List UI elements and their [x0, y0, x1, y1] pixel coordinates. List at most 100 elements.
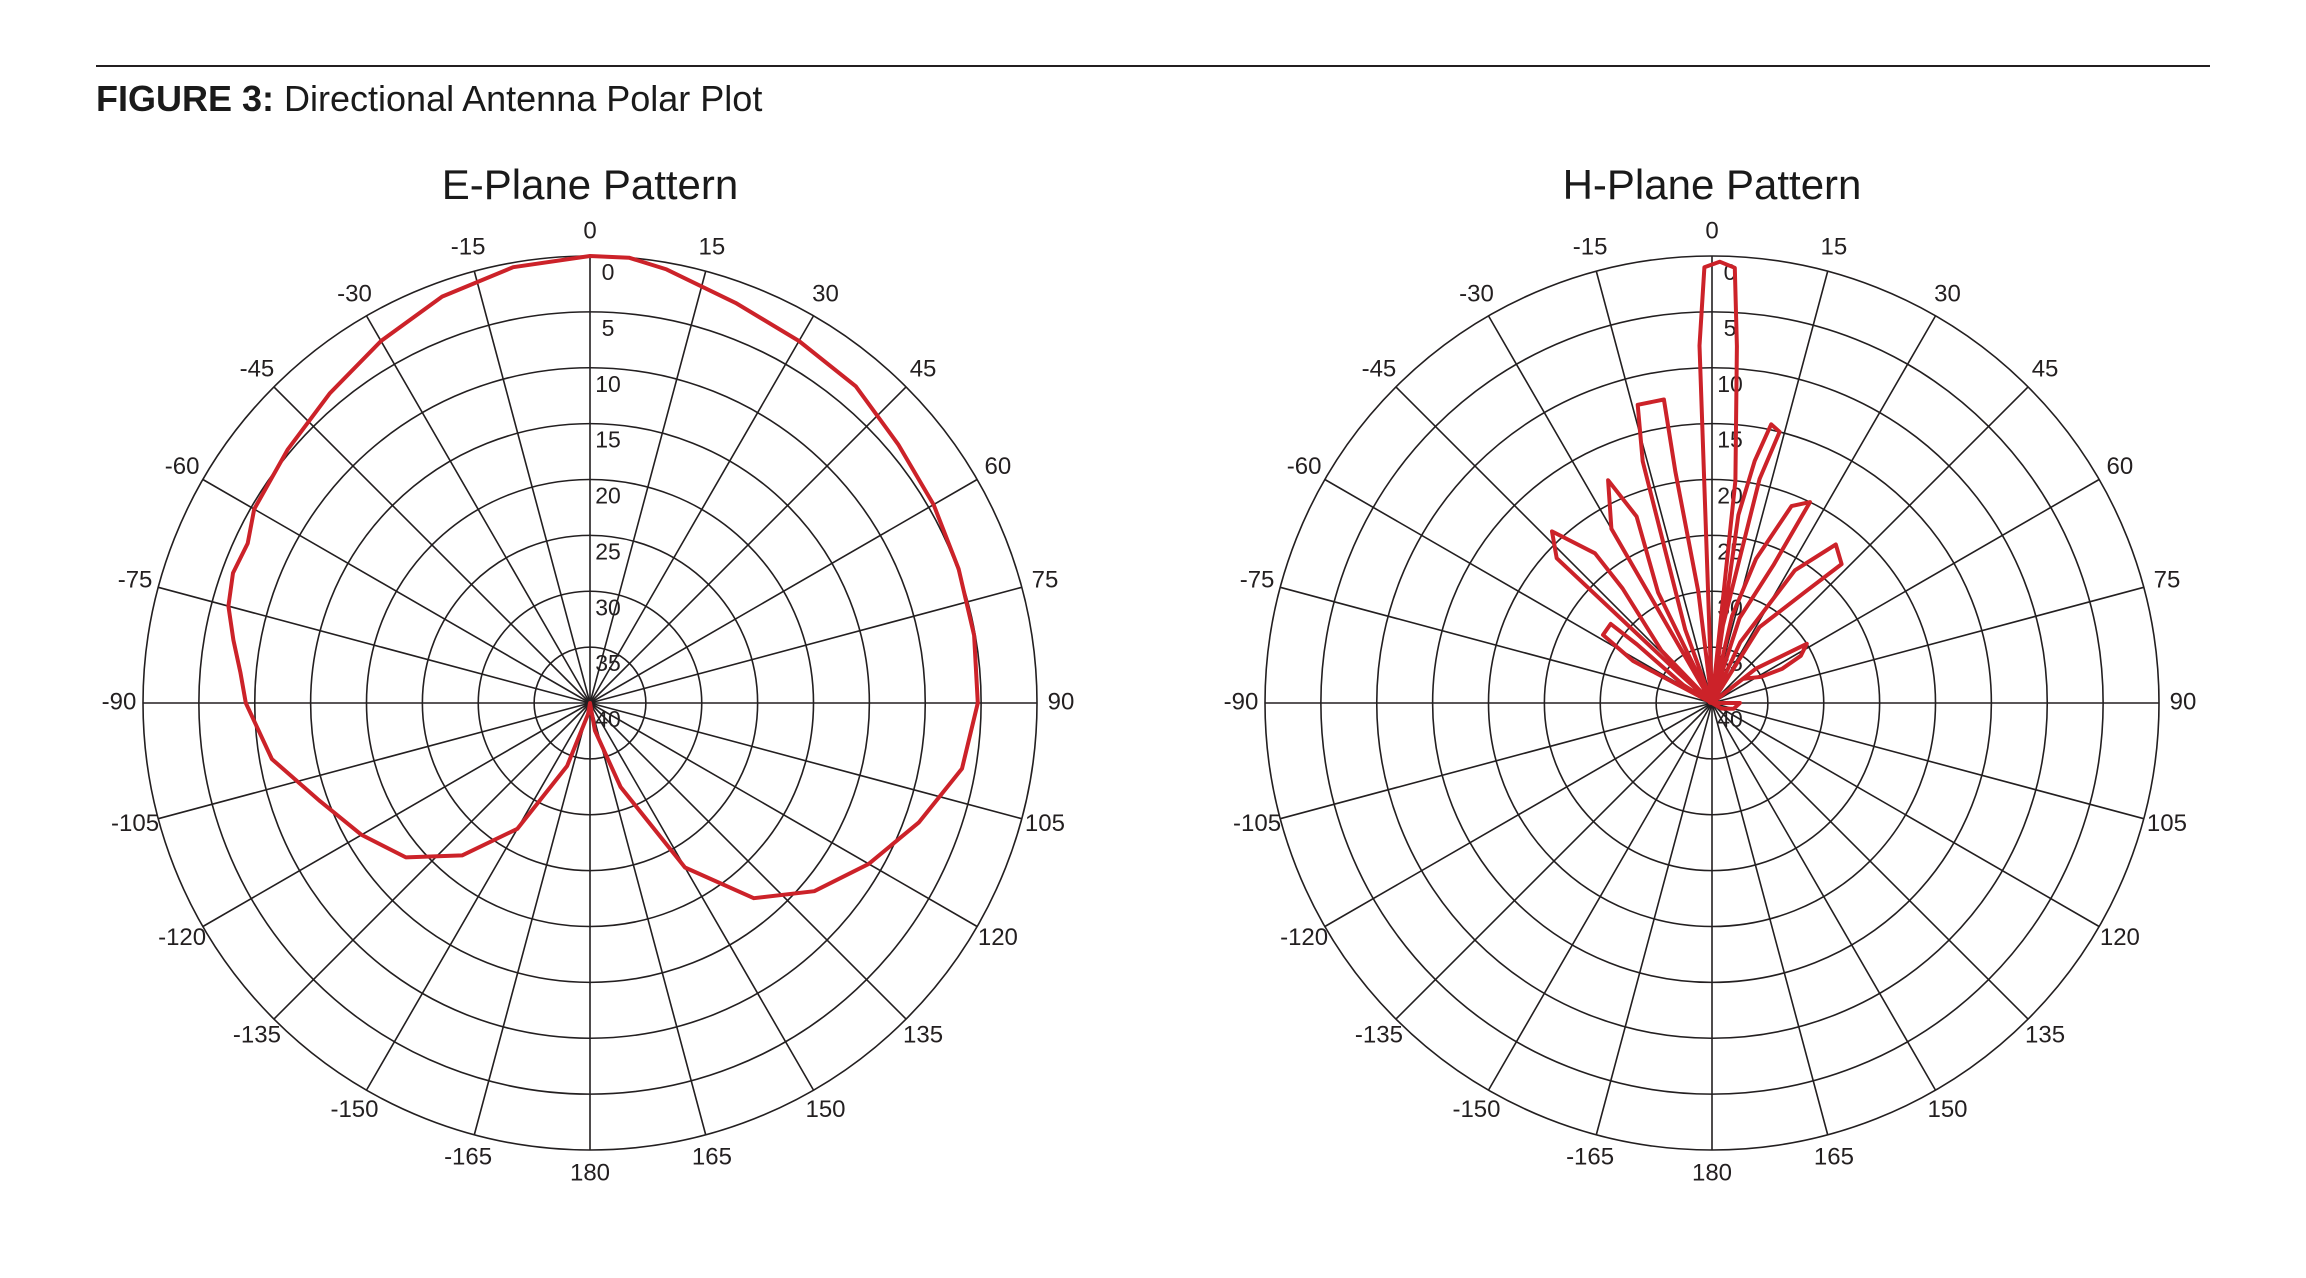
angle-tick-label: -90	[102, 688, 137, 715]
h-plane-polar-chart: 0 15 30 45 60 75 90 105 120 135 150 165 180 -165 -150 -…	[1224, 217, 2197, 1186]
radial-tick-label: 20	[1717, 483, 1743, 509]
angle-tick-label: -135	[1355, 1021, 1403, 1048]
angle-tick-label: 75	[1032, 566, 1059, 593]
angle-tick-label: 180	[570, 1159, 610, 1186]
polar-grid-spoke	[1487, 702, 1713, 1091]
figure-text: Directional Antenna Polar Plot	[284, 78, 763, 119]
polar-grid-spoke	[1324, 702, 1713, 928]
angle-tick-label: 75	[2154, 566, 2181, 593]
radial-tick-label: 40	[595, 706, 621, 732]
angle-tick-label: -15	[1573, 233, 1608, 260]
angle-tick-label: -105	[111, 810, 159, 837]
angle-tick-label: -150	[330, 1096, 378, 1123]
polar-grid-spoke	[1324, 478, 1713, 704]
angle-tick-label: 30	[1934, 280, 1961, 307]
polar-grid-spoke	[1711, 702, 1829, 1135]
angle-tick-label: 120	[978, 924, 1018, 951]
polar-grid-spoke	[202, 702, 591, 928]
radial-tick-label: 5	[1724, 315, 1737, 341]
angle-tick-label: -120	[1280, 924, 1328, 951]
polar-grid-spoke	[1280, 702, 1713, 820]
polar-grid-spoke	[589, 702, 815, 1091]
radial-tick-label: 35	[595, 650, 621, 676]
polar-grid-spoke	[589, 315, 815, 704]
polar-grid-spoke	[1711, 702, 2144, 820]
polar-grid-spoke	[589, 386, 907, 704]
polar-grid-spoke	[473, 702, 591, 1135]
polar-grid-spoke	[202, 478, 591, 704]
angle-tick-label: -45	[240, 355, 275, 382]
polar-grid-spoke	[1711, 702, 2100, 928]
angle-tick-label: -135	[233, 1021, 281, 1048]
radial-tick-label: 0	[602, 259, 615, 285]
polar-grid-spoke	[1711, 386, 2029, 704]
angle-tick-label: 165	[1814, 1143, 1854, 1170]
polar-grid-spoke	[1595, 702, 1713, 1135]
angle-tick-label: -75	[118, 566, 153, 593]
angle-tick-label: 150	[1927, 1096, 1967, 1123]
angle-tick-label: 60	[2107, 453, 2134, 480]
figure-caption: FIGURE 3: Directional Antenna Polar Plot	[96, 75, 762, 123]
polar-grid-spoke	[589, 702, 707, 1135]
radial-tick-label: 10	[595, 371, 621, 397]
angle-tick-label: -120	[158, 924, 206, 951]
angle-tick-label: 15	[699, 233, 726, 260]
polar-grid-spoke	[589, 478, 978, 704]
radial-tick-label: 20	[595, 483, 621, 509]
angle-tick-label: 45	[2032, 355, 2059, 382]
angle-tick-label: -105	[1233, 810, 1281, 837]
polar-grid-spoke	[1711, 702, 1937, 1091]
angle-tick-label: 105	[1025, 810, 1065, 837]
angle-tick-label: 15	[1821, 233, 1848, 260]
polar-grid-spoke	[1595, 271, 1713, 704]
polar-grid-spoke	[365, 315, 591, 704]
angle-tick-label: -150	[1452, 1096, 1500, 1123]
polar-grid-spoke	[589, 702, 1022, 820]
angle-tick-label: 60	[985, 453, 1012, 480]
angle-tick-label: 165	[692, 1143, 732, 1170]
angle-tick-label: 30	[812, 280, 839, 307]
angle-tick-label: 105	[2147, 810, 2187, 837]
polar-grid-spoke	[589, 702, 978, 928]
angle-tick-label: -15	[451, 233, 486, 260]
radiation-pattern-line	[226, 254, 980, 901]
polar-grid-spoke	[273, 702, 591, 1020]
angle-tick-label: 150	[805, 1096, 845, 1123]
angle-tick-label: -30	[337, 280, 372, 307]
angle-tick-label: 45	[910, 355, 937, 382]
angle-tick-label: -30	[1459, 280, 1494, 307]
e-plane-polar-chart: 0153045607590105120135150165180-165-150-…	[102, 217, 1075, 1186]
polar-grid-spoke	[365, 702, 591, 1091]
polar-grid-spoke	[1711, 271, 1829, 704]
angle-tick-label: 90	[1048, 688, 1075, 715]
angle-tick-label: -60	[165, 453, 200, 480]
polar-grid-spoke	[1711, 315, 1937, 704]
angle-tick-label: -90	[1224, 688, 1259, 715]
radial-tick-label: 5	[602, 315, 615, 341]
radiation-pattern-line	[1550, 259, 1844, 711]
radial-tick-label: 30	[595, 594, 621, 620]
angle-tick-label: -165	[1566, 1143, 1614, 1170]
angle-tick-label: 135	[2025, 1021, 2065, 1048]
angle-tick-label: -165	[444, 1143, 492, 1170]
polar-grid-spoke	[1711, 586, 2144, 704]
angle-tick-label: -60	[1287, 453, 1322, 480]
angle-tick-label: 0	[1705, 217, 1718, 244]
polar-grid-spoke	[473, 271, 591, 704]
e-plane-plot: E-Plane Pattern 0 15 30 45 60 75 90 105 120 135 15…	[90, 140, 1090, 1220]
polar-grid-spoke	[273, 386, 591, 704]
h-plane-plot: H-Plane Pattern 0 15 30 45 60 75 90 105 120 135 15…	[1212, 140, 2212, 1220]
radial-tick-label: 15	[595, 427, 621, 453]
polar-grid-spoke	[158, 702, 591, 820]
polar-grid-spoke	[589, 586, 1022, 704]
polar-grid-spoke	[1711, 702, 2029, 1020]
figure-label: FIGURE 3:	[96, 78, 275, 119]
polar-grid-spoke	[589, 702, 907, 1020]
polar-grid-spoke	[158, 586, 591, 704]
radial-tick-label: 25	[595, 538, 621, 564]
angle-tick-label: 90	[2170, 688, 2197, 715]
angle-tick-label: 120	[2100, 924, 2140, 951]
figure-top-rule	[96, 65, 2210, 67]
polar-grid-spoke	[1280, 586, 1713, 704]
angle-tick-label: 180	[1692, 1159, 1732, 1186]
